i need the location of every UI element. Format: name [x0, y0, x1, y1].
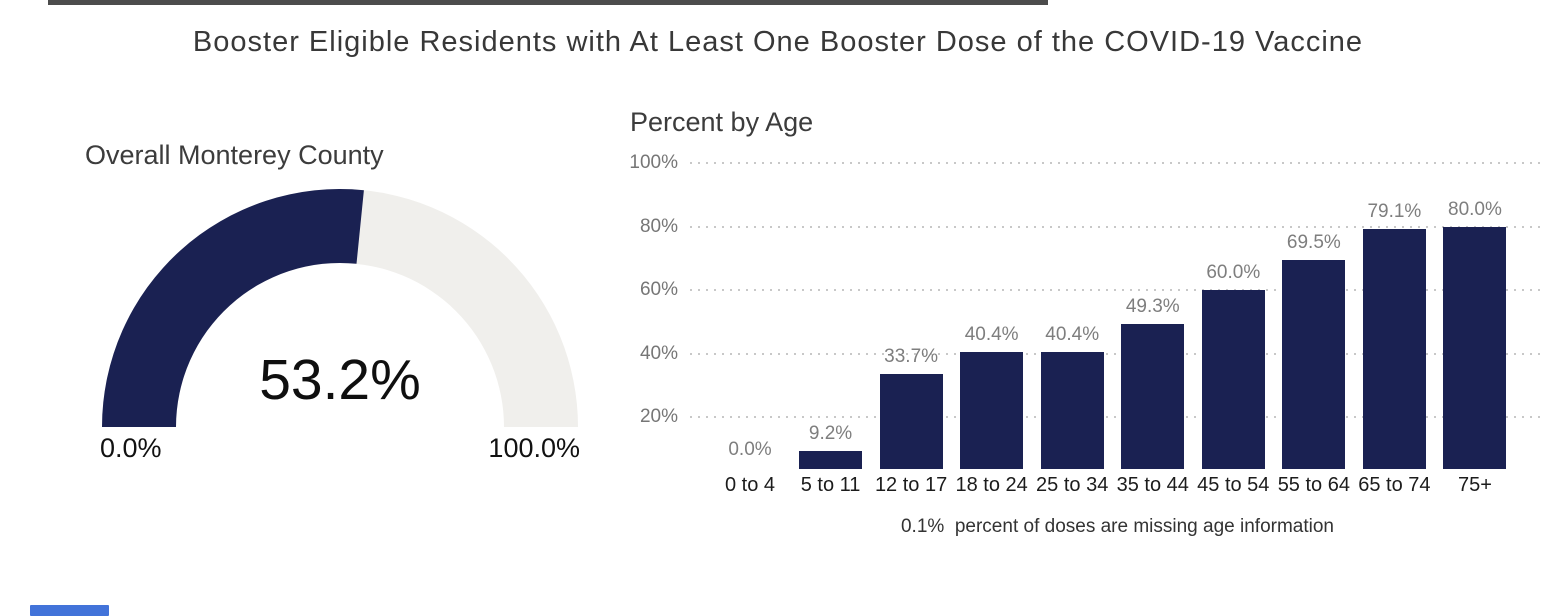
bar-value-label: 60.0% — [1206, 262, 1261, 283]
y-axis-tick-label: 40% — [639, 342, 678, 364]
gauge-scale: 0.0% 100.0% — [100, 433, 580, 464]
x-axis-category-label: 12 to 17 — [874, 474, 948, 496]
bar[interactable] — [1121, 323, 1185, 469]
footnote: 0.1% percent of doses are missing age in… — [900, 516, 1334, 537]
page-title: Booster Eligible Residents with At Least… — [192, 26, 1364, 58]
y-gridline — [690, 225, 1545, 228]
x-axis-category-label: 45 to 54 — [1197, 474, 1270, 496]
x-axis-category-label: 65 to 74 — [1358, 474, 1431, 496]
bar-value-label: 40.4% — [964, 324, 1019, 346]
bar-value-label: 49.3% — [1125, 295, 1180, 317]
x-axis-category-label: 75+ — [1457, 474, 1492, 496]
bar[interactable] — [1282, 259, 1346, 469]
bar-value-label: 69.5% — [1286, 231, 1341, 253]
gauge-max-label: 100.0% — [488, 433, 580, 463]
bar[interactable] — [879, 373, 943, 469]
gauge-min-label: 0.0% — [100, 433, 162, 463]
x-axis-category-label: 25 to 34 — [1036, 474, 1109, 496]
y-axis-tick-label: 20% — [639, 406, 678, 427]
bar-value-label: 40.4% — [1045, 324, 1100, 346]
gauge-title: Overall Monterey County — [85, 140, 384, 170]
bar[interactable] — [1040, 352, 1104, 469]
bar-value-label: 33.7% — [884, 345, 939, 367]
y-axis-tick-label: 60% — [639, 279, 678, 300]
bar[interactable] — [1443, 226, 1507, 469]
bar[interactable] — [1362, 229, 1426, 469]
x-axis-category-label: 5 to 11 — [800, 474, 861, 496]
bar-value-label: 79.1% — [1367, 201, 1422, 223]
gauge-fill-arc[interactable] — [102, 188, 364, 427]
x-axis-category-label: 35 to 44 — [1116, 474, 1189, 496]
bar[interactable] — [960, 352, 1024, 469]
x-axis-category-label: 55 to 64 — [1277, 474, 1350, 496]
x-axis-category-label: 0 to 4 — [724, 474, 776, 496]
y-axis-tick-label: 80% — [639, 215, 678, 237]
horizontal-scrollbar-thumb[interactable] — [30, 605, 109, 616]
x-axis-category-label: 18 to 24 — [955, 474, 1028, 496]
bar-chart-title: Percent by Age — [630, 107, 814, 137]
gauge-arc — [102, 188, 578, 427]
y-gridline — [690, 162, 1545, 164]
y-axis-tick-label: 100% — [629, 152, 678, 173]
bar-value-label: 0.0% — [728, 439, 772, 460]
bar-value-label: 9.2% — [808, 423, 853, 445]
top-divider-bar — [48, 0, 1048, 5]
bar[interactable] — [799, 451, 863, 469]
bar-value-label: 80.0% — [1448, 198, 1502, 220]
bar[interactable] — [1201, 290, 1265, 469]
gauge-value: 53.2% — [259, 348, 421, 412]
